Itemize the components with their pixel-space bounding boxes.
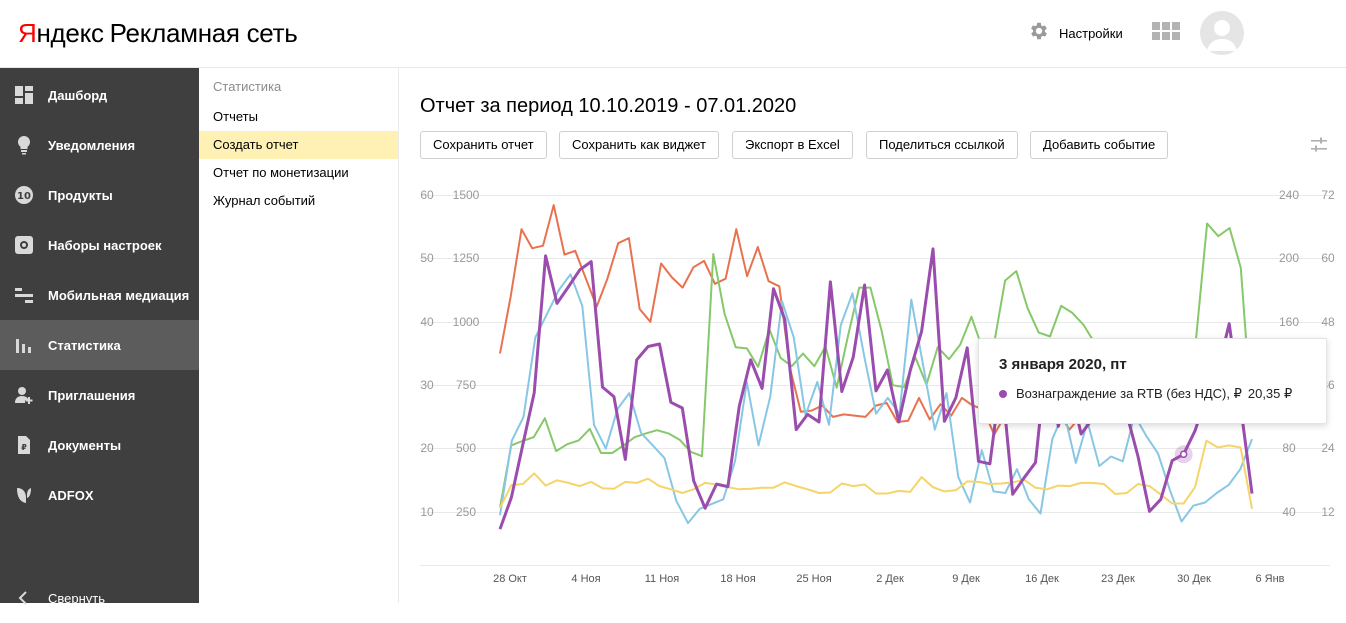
svg-text:10: 10 — [17, 191, 31, 202]
sidebar-item-label: Уведомления — [48, 137, 136, 153]
chevron-left-icon — [13, 587, 35, 609]
axis-tick-label: 24 — [1321, 441, 1335, 455]
axis-tick-label: 20 — [420, 441, 434, 455]
sidebar-item-products[interactable]: 10 Продукты — [0, 170, 199, 220]
axis-tick-label: 40 — [1282, 505, 1296, 519]
axis-tick-label: 40 — [420, 315, 434, 329]
sidebar-item-documents[interactable]: ₽ Документы — [0, 420, 199, 470]
adfox-leaf-icon — [13, 484, 35, 506]
bar-chart-icon — [13, 334, 35, 356]
series-line[interactable] — [499, 273, 1253, 525]
user-avatar-icon[interactable] — [1200, 11, 1244, 55]
gear-icon — [1028, 20, 1050, 47]
axis-tick-label: 240 — [1279, 188, 1299, 202]
axis-tick-label: 72 — [1321, 188, 1335, 202]
mediation-icon — [13, 284, 35, 306]
sidebar-item-label: Статистика — [48, 337, 121, 353]
sidebar-item-label: ADFOX — [48, 487, 94, 503]
sidebar-item-label: Мобильная медиация — [48, 287, 190, 303]
series-line[interactable] — [499, 439, 1253, 509]
chart-tooltip: 3 января 2020, пт Вознаграждение за RTB … — [978, 338, 1327, 424]
x-tick-label: 25 Ноя — [796, 573, 831, 585]
submenu-item-create-report[interactable]: Создать отчет — [199, 131, 398, 159]
sidebar-item-label: Документы — [48, 437, 122, 453]
lightbulb-icon — [13, 134, 35, 156]
export-excel-button[interactable]: Экспорт в Excel — [732, 131, 853, 159]
sidebar-item-label: Продукты — [48, 187, 113, 203]
axis-tick-label: 750 — [456, 378, 476, 392]
logo-brand-rest: ндекс — [36, 18, 104, 48]
submenu-item-monetization[interactable]: Отчет по монетизации — [213, 165, 349, 180]
axis-tick-label: 60 — [1321, 251, 1335, 265]
products-10-icon: 10 — [13, 184, 35, 206]
sidebar-item-notifications[interactable]: Уведомления — [0, 120, 199, 170]
sidebar-item-dashboard[interactable]: Дашборд — [0, 70, 199, 120]
axis-tick-label: 10 — [420, 505, 434, 519]
x-tick-label: 6 Янв — [1255, 573, 1284, 585]
x-tick-label: 23 Дек — [1101, 573, 1135, 585]
submenu-item-reports[interactable]: Отчеты — [213, 109, 258, 124]
axis-tick-label: 500 — [456, 441, 476, 455]
page-title: Отчет за период 10.10.2019 - 07.01.2020 — [420, 95, 797, 117]
tooltip-date: 3 января 2020, пт — [999, 356, 1127, 373]
logo-brand-first: Я — [18, 18, 37, 48]
submenu-title: Статистика — [213, 79, 282, 94]
axis-tick-label: 250 — [456, 505, 476, 519]
save-widget-button[interactable]: Сохранить как виджет — [559, 131, 719, 159]
axis-tick-label: 200 — [1279, 251, 1299, 265]
axis-tick-label: 50 — [420, 251, 434, 265]
sidebar-item-label: Приглашения — [48, 387, 136, 403]
x-tick-label: 2 Дек — [876, 573, 904, 585]
axis-tick-label: 160 — [1279, 315, 1299, 329]
save-report-button[interactable]: Сохранить отчет — [420, 131, 547, 159]
sidebar-item-presets[interactable]: Наборы настроек — [0, 220, 199, 270]
share-link-button[interactable]: Поделиться ссылкой — [866, 131, 1018, 159]
add-user-icon — [13, 384, 35, 406]
x-tick-label: 9 Дек — [952, 573, 980, 585]
x-tick-label: 11 Ноя — [645, 573, 680, 585]
sidebar-item-label: Наборы настроек — [48, 237, 162, 253]
statistics-submenu: Статистика Отчеты Создать отчет Отчет по… — [199, 68, 399, 603]
axis-tick-label: 1250 — [453, 251, 480, 265]
sidebar-collapse-button[interactable]: Свернуть — [0, 573, 199, 623]
sidebar-item-label: Дашборд — [48, 87, 108, 103]
x-tick-label: 28 Окт — [493, 573, 527, 585]
x-tick-label: 16 Дек — [1025, 573, 1059, 585]
sidebar-item-statistics[interactable]: Статистика — [0, 320, 199, 370]
axis-tick-label: 30 — [420, 378, 434, 392]
dashboard-icon — [13, 84, 35, 106]
svg-text:₽: ₽ — [21, 443, 27, 452]
sidebar-item-mediation[interactable]: Мобильная медиация — [0, 270, 199, 320]
gear-icon — [13, 234, 35, 256]
series-color-dot — [999, 390, 1007, 398]
sidebar-collapse-label: Свернуть — [48, 590, 106, 606]
axis-tick-label: 1500 — [453, 188, 480, 202]
x-tick-label: 4 Ноя — [571, 573, 600, 585]
axis-tick-label: 60 — [420, 188, 434, 202]
submenu-item-event-log[interactable]: Журнал событий — [213, 193, 316, 208]
logo[interactable]: Яндекс Рекламная сеть — [18, 18, 298, 48]
settings-label: Настройки — [1059, 25, 1123, 41]
axis-tick-label: 80 — [1282, 441, 1296, 455]
tooltip-value: 20,35 ₽ — [1247, 386, 1293, 401]
x-tick-label: 18 Ноя — [720, 573, 755, 585]
tooltip-row: Вознаграждение за RTB (без НДС), ₽ 20,35… — [999, 386, 1292, 402]
top-header: Яндекс Рекламная сеть Настройки — [0, 0, 1346, 68]
service-name: Рекламная сеть — [109, 18, 298, 48]
sliders-icon[interactable] — [1310, 136, 1328, 154]
add-event-button[interactable]: Добавить событие — [1030, 131, 1169, 159]
highlight-point[interactable] — [1179, 450, 1188, 459]
sidebar-item-invitations[interactable]: Приглашения — [0, 370, 199, 420]
x-tick-label: 30 Дек — [1177, 573, 1211, 585]
main-sidebar: Дашборд Уведомления 10 Продукты Наборы н… — [0, 68, 199, 606]
document-icon: ₽ — [13, 434, 35, 456]
axis-tick-label: 12 — [1321, 505, 1335, 519]
settings-link[interactable]: Настройки — [1028, 20, 1123, 46]
tooltip-series-name: Вознаграждение за RTB (без НДС), ₽ — [1016, 386, 1242, 401]
apps-grid-icon[interactable] — [1152, 22, 1182, 42]
sidebar-item-adfox[interactable]: ADFOX — [0, 470, 199, 520]
axis-tick-label: 1000 — [453, 315, 480, 329]
axis-tick-label: 48 — [1321, 315, 1335, 329]
